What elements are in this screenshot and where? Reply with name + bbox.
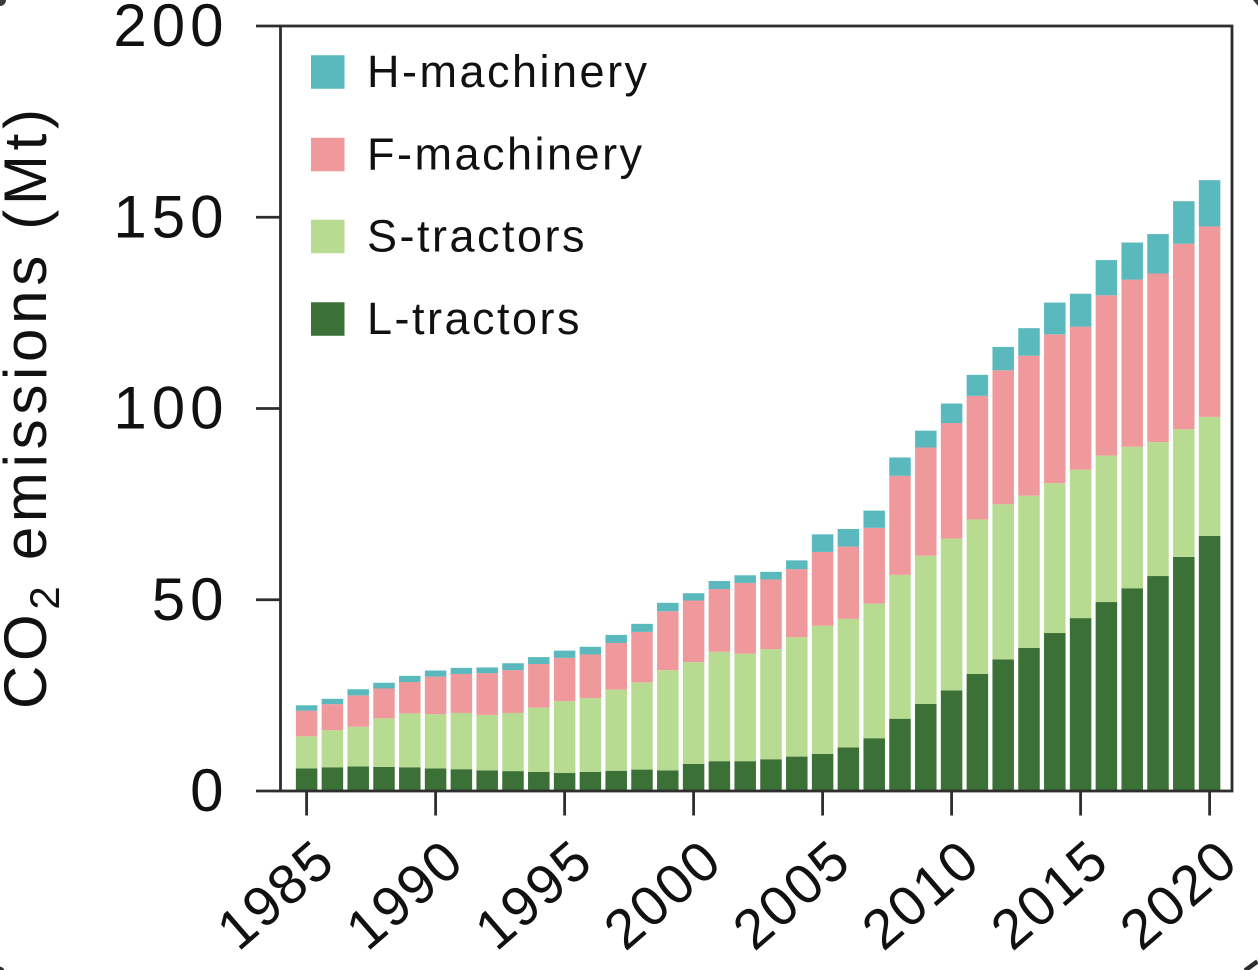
svg-text:CO2 emissions (Mt): CO2 emissions (Mt) — [0, 109, 68, 709]
svg-text:0: 0 — [190, 757, 228, 824]
svg-text:L-tractors: L-tractors — [367, 293, 582, 344]
svg-text:F-machinery: F-machinery — [367, 128, 645, 179]
svg-text:50: 50 — [152, 566, 229, 633]
svg-text:H-machinery: H-machinery — [367, 46, 650, 97]
svg-text:200: 200 — [113, 0, 228, 59]
svg-text:100: 100 — [113, 375, 228, 442]
svg-text:150: 150 — [113, 183, 228, 250]
svg-text:S-tractors: S-tractors — [367, 210, 587, 261]
